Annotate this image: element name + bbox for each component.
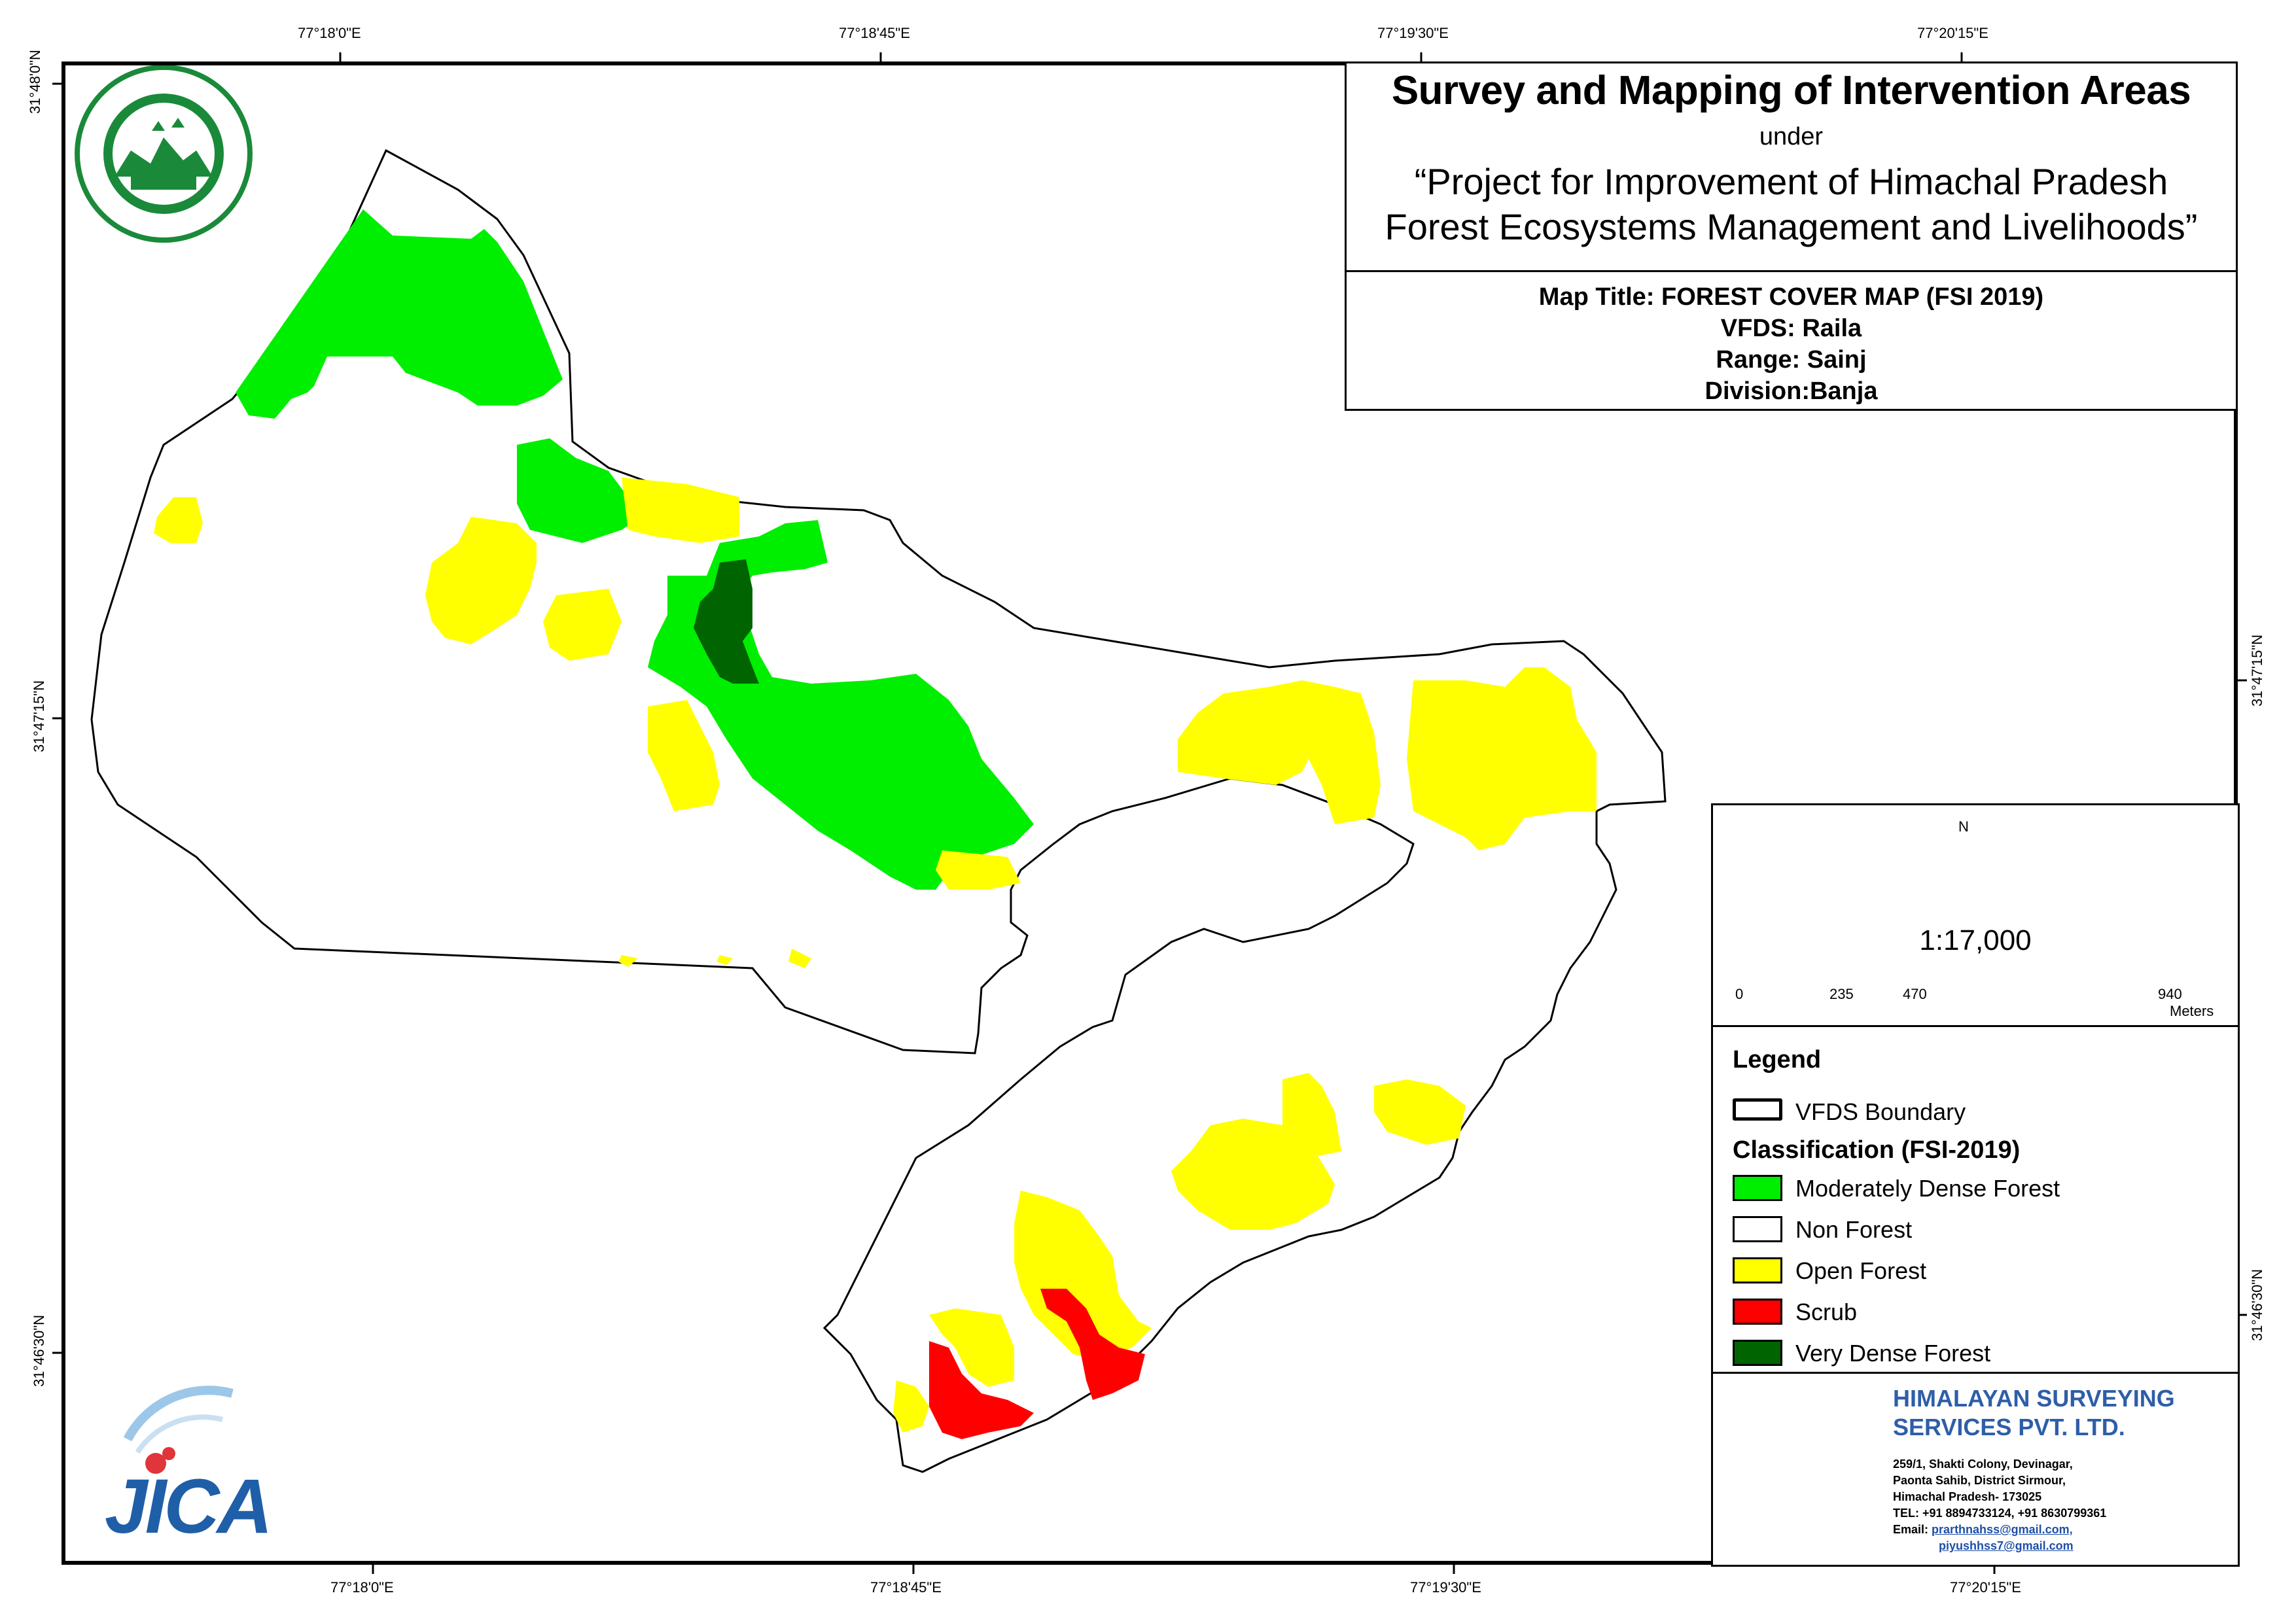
jica-logo-text: JICA	[105, 1463, 273, 1550]
scale-ratio: 1:17,000	[1919, 924, 2032, 956]
title-under: under	[1759, 123, 1824, 150]
legend-item-label: Very Dense Forest	[1795, 1340, 1991, 1367]
graticule-top-label: 77°20'15"E	[1917, 25, 1988, 41]
graticule-bottom-label: 77°18'45"E	[870, 1579, 942, 1596]
email-link[interactable]: piyushhss7@gmail.com	[1939, 1539, 2074, 1552]
legend-item-label: Scrub	[1795, 1299, 1858, 1325]
scale-unit: Meters	[2170, 1003, 2214, 1019]
map-title: Map Title: FOREST COVER MAP (FSI 2019)	[1538, 283, 2044, 311]
legend-item-label: Open Forest	[1795, 1257, 1927, 1284]
title-project-line2: Forest Ecosystems Management and Livelih…	[1385, 206, 2198, 247]
company-address: 259/1, Shakti Colony, Devinagar, Paonta …	[1893, 1456, 2233, 1554]
title-main: Survey and Mapping of Intervention Areas	[1391, 68, 2191, 113]
forest-cover	[154, 209, 1597, 1439]
range-name: Range: Sainj	[1716, 346, 1867, 374]
graticule-top-label: 77°19'30"E	[1377, 25, 1449, 41]
scale-tick-label: 235	[1829, 986, 1854, 1002]
graticule-top-label: 77°18'45"E	[839, 25, 910, 41]
title-project-line1: “Project for Improvement of Himachal Pra…	[1414, 161, 2168, 202]
address-line: Himachal Pradesh- 173025	[1893, 1490, 2042, 1503]
graticule-bottom-label: 77°18'0"E	[330, 1579, 394, 1596]
classification-title: Classification (FSI-2019)	[1733, 1136, 2021, 1164]
title-block: Survey and Mapping of Intervention Areas…	[1345, 61, 2238, 272]
legend-swatch	[1733, 1340, 1782, 1366]
address-line: 259/1, Shakti Colony, Devinagar,	[1893, 1457, 2073, 1471]
company-name: HIMALAYAN SURVEYING SERVICES PVT. LTD.	[1893, 1384, 2233, 1442]
forest-department-logo	[75, 65, 253, 243]
email-link[interactable]: prarthnahss@gmail.com,	[1932, 1523, 2073, 1536]
boundary-swatch	[1733, 1098, 1782, 1121]
legend-panel: N 1:17,000 0 235 470 940 Meters Legend V…	[1711, 803, 2240, 1567]
address-line: Paonta Sahib, District Sirmour,	[1893, 1474, 2066, 1487]
scale-tick-label: 940	[2158, 986, 2182, 1002]
north-label: N	[1958, 818, 1969, 835]
scale-tick-label: 470	[1903, 986, 1927, 1002]
map-info-block: Map Title: FOREST COVER MAP (FSI 2019) V…	[1345, 272, 2238, 411]
jica-logo	[123, 1386, 234, 1474]
legend-item-label: VFDS Boundary	[1795, 1098, 1966, 1125]
company-name-line2: SERVICES PVT. LTD.	[1893, 1414, 2125, 1440]
company-email-row: Email: prarthnahss@gmail.com,	[1893, 1522, 2233, 1538]
legend-item-label: Moderately Dense Forest	[1795, 1175, 2060, 1202]
legend-swatch	[1733, 1175, 1782, 1201]
company-email-row: piyushhss7@gmail.com	[1893, 1538, 2233, 1554]
graticule-bottom-label: 77°20'15"E	[1950, 1579, 2021, 1596]
graticule-ticks	[52, 52, 2247, 1574]
very-dense-forest-area	[694, 559, 759, 684]
legend-item-label: Non Forest	[1795, 1216, 1913, 1243]
open-forest-area	[154, 478, 1597, 1433]
legend-swatch	[1733, 1299, 1782, 1325]
vfds-name: VFDS: Raila	[1720, 315, 1862, 342]
scale-tick-label: 0	[1735, 986, 1744, 1002]
legend-title: Legend	[1733, 1046, 1822, 1073]
legend-swatch	[1733, 1216, 1782, 1242]
legend-divider	[1713, 1025, 2238, 1027]
company-name-line1: HIMALAYAN SURVEYING	[1893, 1385, 2175, 1412]
graticule-bottom-label: 77°19'30"E	[1410, 1579, 1481, 1596]
legend-swatch	[1733, 1257, 1782, 1283]
graticule-top-label: 77°18'0"E	[298, 25, 361, 41]
company-phone: TEL: +91 8894733124, +91 8630799361	[1893, 1507, 2107, 1520]
legend-divider	[1713, 1372, 2238, 1374]
email-label: Email:	[1893, 1523, 1929, 1536]
scrub-area	[929, 1289, 1145, 1439]
division-name: Division:Banja	[1704, 377, 1878, 405]
